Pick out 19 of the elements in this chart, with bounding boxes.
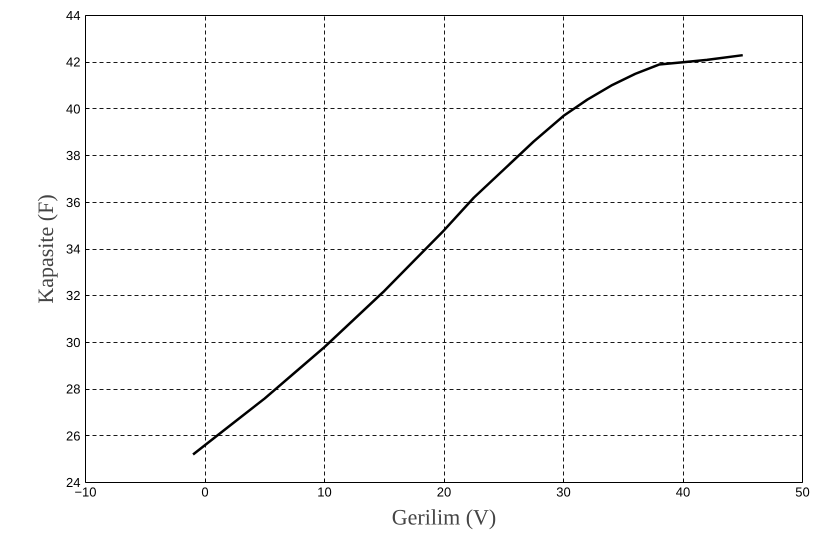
x-tick-label: 40	[676, 484, 690, 500]
x-axis-title: Gerilim (V)	[392, 504, 496, 530]
y-axis-title: Kapasite (F)	[33, 194, 58, 304]
x-tick-label: 10	[317, 484, 332, 500]
y-tick-label: 24	[66, 475, 81, 490]
x-tick-label: 50	[795, 484, 810, 500]
y-tick-label: 40	[66, 101, 81, 116]
y-tick-label: 28	[66, 382, 81, 397]
y-tick-label: 44	[66, 8, 81, 23]
y-tick-label: 36	[66, 194, 81, 210]
y-tick-label: 42	[66, 54, 81, 70]
y-tick-label: 38	[66, 148, 81, 164]
y-tick-label: 34	[66, 242, 81, 256]
x-tick-label: 30	[556, 484, 571, 500]
y-tick-label: 32	[66, 288, 81, 304]
y-tick-label: 30	[66, 334, 81, 350]
x-tick-label: 0	[201, 484, 209, 500]
x-tick-label: 20	[436, 484, 452, 500]
y-tick-label: 26	[66, 428, 81, 444]
